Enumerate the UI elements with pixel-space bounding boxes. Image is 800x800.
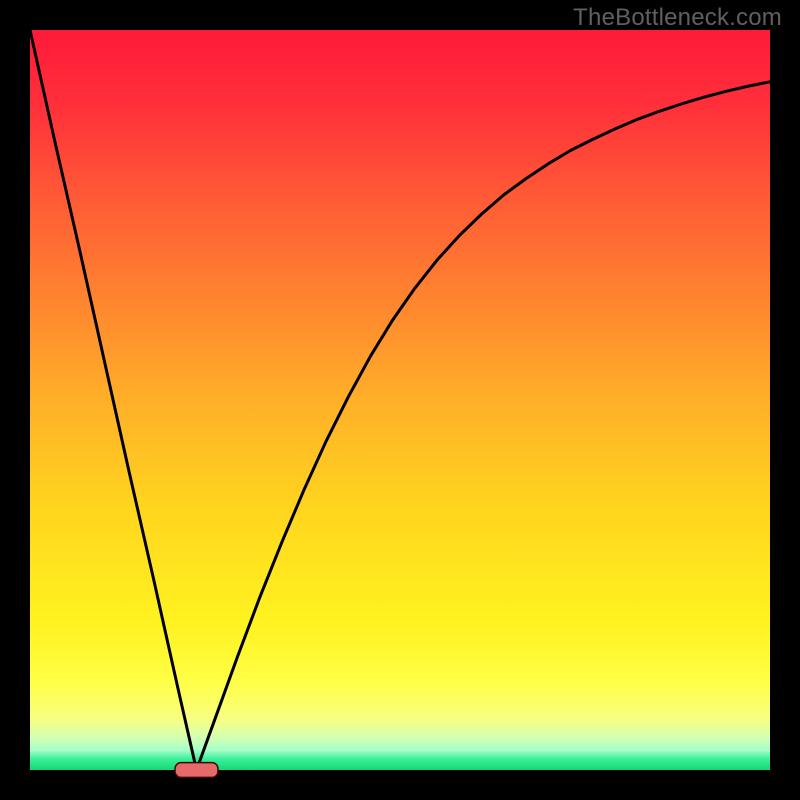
optimum-marker — [175, 763, 218, 778]
chart-stage: TheBottleneck.com — [0, 0, 800, 800]
plot-area — [30, 30, 770, 770]
bottleneck-chart — [0, 0, 800, 800]
watermark-text: TheBottleneck.com — [573, 4, 782, 32]
